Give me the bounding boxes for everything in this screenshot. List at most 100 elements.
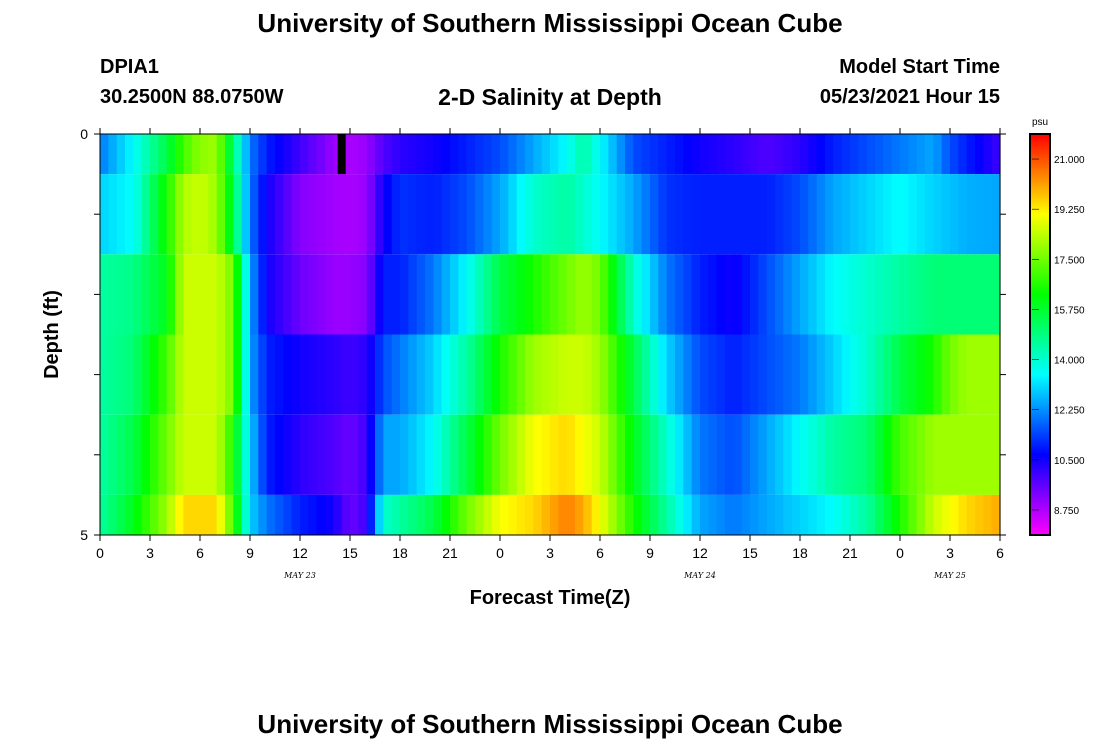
heatmap-cell <box>391 334 401 415</box>
heatmap-cell <box>158 174 168 255</box>
heatmap-cell <box>366 134 376 175</box>
heatmap-cell <box>408 134 418 175</box>
heatmap-cell <box>850 414 859 495</box>
heatmap-cell <box>800 494 809 535</box>
heatmap-cell <box>541 174 551 255</box>
heatmap-cell <box>575 254 584 335</box>
heatmap-cell <box>341 134 351 175</box>
heatmap-cell <box>983 254 993 335</box>
heatmap-cell <box>816 334 826 415</box>
heatmap-cell <box>833 334 843 415</box>
heatmap-cell <box>175 254 184 335</box>
colorbar-label: 21.000 <box>1054 155 1085 166</box>
heatmap-cell <box>175 134 184 175</box>
heatmap-cell <box>283 414 293 495</box>
heatmap-cell <box>991 174 1001 255</box>
heatmap-cell <box>525 494 534 535</box>
heatmap-cell <box>175 334 184 415</box>
heatmap-cell <box>450 174 459 255</box>
heatmap-cell <box>425 134 434 175</box>
heatmap-cell <box>741 174 751 255</box>
heatmap-cell <box>458 254 468 335</box>
heatmap-cell <box>125 334 134 415</box>
heatmap-cell <box>750 174 759 255</box>
heatmap-cell <box>208 334 218 415</box>
colorbar-label: 15.750 <box>1054 305 1085 316</box>
heatmap-cell <box>858 494 868 535</box>
heatmap-cell <box>258 334 268 415</box>
heatmap-cell <box>116 254 126 335</box>
heatmap-cell <box>325 174 334 255</box>
heatmap-cell <box>608 494 618 535</box>
colorbar-label: 8.750 <box>1054 506 1079 517</box>
heatmap-cell <box>125 174 134 255</box>
heatmap-cell <box>591 134 601 175</box>
heatmap-cell <box>250 494 259 535</box>
heatmap-cell <box>450 334 459 415</box>
heatmap-cell <box>308 134 318 175</box>
heatmap-cell <box>175 174 184 255</box>
heatmap-cell <box>658 494 668 535</box>
heatmap-cell <box>633 334 643 415</box>
heatmap-cell <box>766 134 776 175</box>
x-tick-label: 6 <box>196 545 204 561</box>
heatmap-cell <box>883 494 893 535</box>
heatmap-cell <box>400 254 409 335</box>
heatmap-cell <box>525 334 534 415</box>
heatmap-cell <box>808 414 818 495</box>
heatmap-cell <box>591 414 601 495</box>
heatmap-cell <box>916 334 926 415</box>
heatmap-cell <box>583 174 593 255</box>
heatmap-cell <box>308 174 318 255</box>
heatmap-cell <box>900 334 909 415</box>
colorbar-label: 10.500 <box>1054 456 1085 467</box>
x-tick-label: 12 <box>692 545 708 561</box>
heatmap-cell <box>708 494 718 535</box>
heatmap-cell <box>466 174 476 255</box>
heatmap-cell <box>416 134 426 175</box>
heatmap-cell <box>425 174 434 255</box>
heatmap-cell <box>266 174 276 255</box>
heatmap-cell <box>258 414 268 495</box>
colorbar-label: 14.000 <box>1054 356 1085 367</box>
heatmap-cell <box>666 134 676 175</box>
heatmap-cell <box>375 494 384 535</box>
heatmap-cell <box>566 494 576 535</box>
heatmap-cell <box>416 494 426 535</box>
heatmap-cell <box>625 134 634 175</box>
heatmap-cell <box>625 494 634 535</box>
heatmap-cell <box>900 254 909 335</box>
x-tick-label: 6 <box>596 545 604 561</box>
heatmap-cell <box>150 134 159 175</box>
heatmap-cell <box>375 174 384 255</box>
heatmap-cell <box>541 494 551 535</box>
heatmap-cell <box>966 254 976 335</box>
heatmap-cell <box>150 414 159 495</box>
heatmap-cell <box>100 174 109 255</box>
heatmap-cell <box>441 334 451 415</box>
heatmap-cell <box>383 334 393 415</box>
heatmap-cell <box>375 254 384 335</box>
heatmap-cell <box>475 134 484 175</box>
heatmap-cell <box>875 414 884 495</box>
y-axis-ticks: 05 <box>80 126 1006 543</box>
heatmap-cell <box>500 414 509 495</box>
heatmap-cell <box>616 334 626 415</box>
heatmap-cell <box>275 334 284 415</box>
heatmap-cell <box>775 134 784 175</box>
heatmap-cell <box>250 414 259 495</box>
heatmap-cell <box>300 334 309 415</box>
heatmap-cell <box>941 334 951 415</box>
heatmap-cell <box>108 134 118 175</box>
heatmap-cell <box>616 254 626 335</box>
heatmap-cell <box>991 334 1001 415</box>
heatmap-cell <box>591 174 601 255</box>
heatmap-cell <box>425 494 434 535</box>
heatmap-cell <box>233 254 243 335</box>
heatmap-cell <box>166 494 176 535</box>
heatmap-cell <box>133 134 143 175</box>
heatmap-cell <box>975 494 984 535</box>
heatmap-cell <box>650 174 659 255</box>
heatmap-cell <box>916 494 926 535</box>
heatmap-cell <box>941 494 951 535</box>
